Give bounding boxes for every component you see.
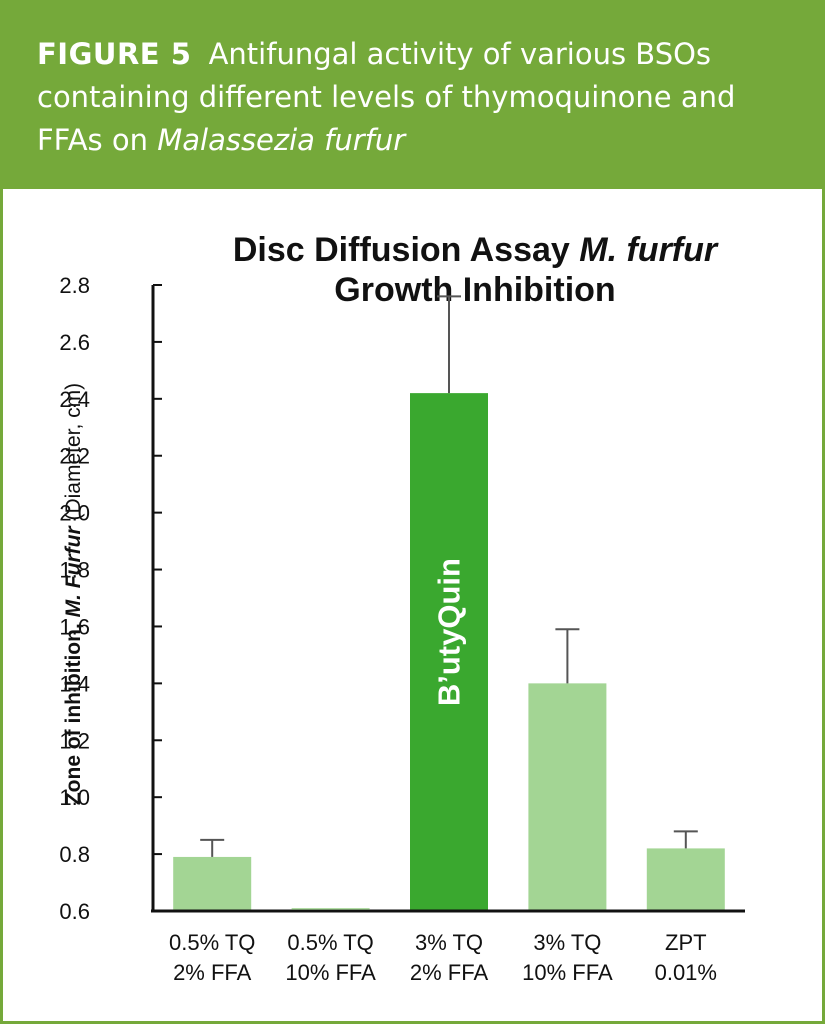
x-tick-label-1-1: 10% FFA — [285, 960, 376, 985]
bar-annotation: B’utyQuin — [432, 558, 467, 706]
x-tick-label-4-1: 0.01% — [655, 960, 717, 985]
y-tick-label-11: 2.8 — [59, 273, 90, 298]
x-tick-label-3-1: 10% FFA — [522, 960, 613, 985]
chart-title-line2: Growth Inhibition — [334, 271, 616, 309]
y-tick-label-10: 2.6 — [59, 330, 90, 355]
bar-4 — [646, 848, 725, 910]
bar-2 — [410, 393, 488, 910]
y-tick-label-8: 2.2 — [59, 444, 90, 469]
y-tick-label-1: 0.8 — [59, 842, 90, 867]
figure-caption-text: Antifungal activity of various BSOs cont… — [37, 37, 736, 157]
y-tick-label-2: 1.0 — [59, 785, 90, 810]
figure-header: FIGURE 5 Antifungal activity of various … — [3, 3, 822, 189]
x-tick-label-0-1: 2% FFA — [173, 960, 252, 985]
x-tick-label-1-0: 0.5% TQ — [287, 930, 373, 955]
x-tick-label-2-1: 2% FFA — [410, 960, 489, 985]
chart-title-plain: Disc Diffusion Assay — [232, 231, 580, 269]
bar-1 — [291, 908, 370, 910]
y-tick-label-4: 1.4 — [59, 671, 90, 696]
x-tick-label-0-0: 0.5% TQ — [169, 930, 255, 955]
bar-0 — [173, 856, 252, 910]
figure-label: FIGURE 5 — [37, 37, 192, 71]
y-tick-label-7: 2.0 — [59, 501, 90, 526]
figure-caption: FIGURE 5 Antifungal activity of various … — [37, 33, 797, 162]
y-tick-label-6: 1.8 — [59, 558, 90, 583]
bar-3 — [528, 683, 607, 910]
chart-title: Disc Diffusion Assay M. furfur Growth In… — [190, 230, 760, 310]
y-tick-label-0: 0.6 — [59, 899, 90, 924]
x-tick-label-3-0: 3% TQ — [533, 930, 601, 955]
chart-title-italic: M. furfur — [579, 231, 718, 269]
figure-species: Malassezia furfur — [157, 123, 406, 157]
y-tick-label-9: 2.4 — [59, 387, 90, 412]
x-tick-label-4-0: ZPT — [665, 930, 707, 955]
y-tick-label-5: 1.6 — [59, 614, 90, 639]
x-tick-label-2-0: 3% TQ — [415, 930, 483, 955]
y-tick-label-3: 1.2 — [59, 728, 90, 753]
